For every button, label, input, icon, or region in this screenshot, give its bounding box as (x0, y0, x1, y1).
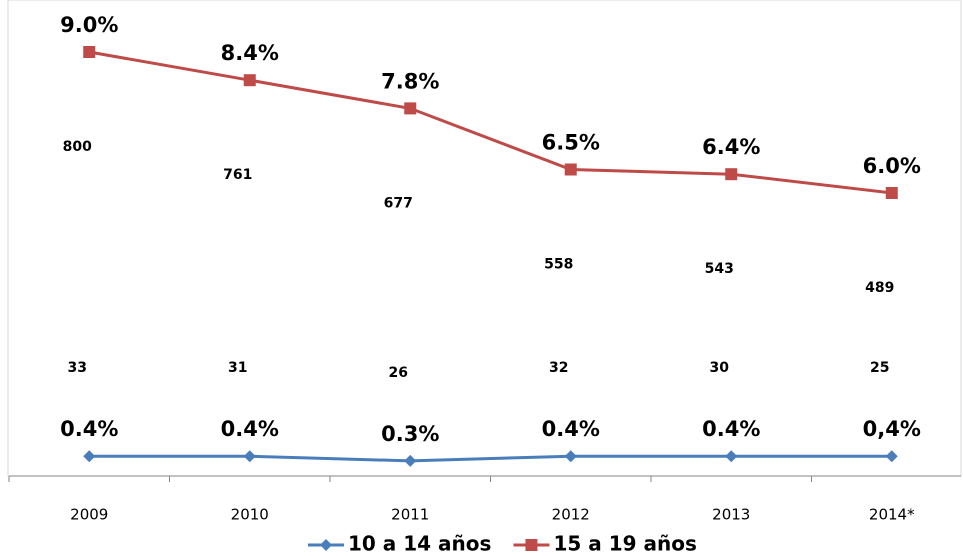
series-line (89, 454, 892, 463)
count-label: 543 (705, 261, 734, 277)
series-line (88, 50, 892, 195)
data-point (83, 450, 96, 463)
data-point (564, 163, 577, 176)
data-point (404, 454, 417, 467)
plot-frame (7, 0, 962, 477)
data-point (404, 102, 417, 115)
x-tick-label: 2012 (552, 506, 590, 524)
data-point (243, 450, 256, 463)
data-label: 9.0% (60, 13, 118, 37)
data-label: 6.0% (863, 154, 921, 178)
count-label: 30 (710, 360, 730, 376)
data-point (885, 187, 898, 199)
legend-label: 15 a 19 años (553, 532, 696, 556)
count-label: 558 (544, 257, 573, 273)
data-label: 6.5% (542, 131, 600, 155)
data-label: 0.4% (60, 417, 118, 441)
data-label: 0,4% (863, 417, 921, 441)
data-point (243, 74, 256, 87)
legend-marker (320, 539, 332, 551)
data-point (725, 168, 738, 181)
data-label: 0.4% (702, 417, 760, 441)
x-tick-label: 2010 (231, 506, 269, 524)
data-label: 0.4% (221, 417, 279, 441)
data-label: 7.8% (381, 69, 439, 93)
data-label: 6.4% (702, 135, 760, 159)
data-point (725, 450, 738, 463)
legend-label: 10 a 14 años (348, 532, 491, 556)
x-tick-label: 2013 (712, 506, 750, 524)
x-tick-label: 2009 (70, 506, 108, 524)
count-label: 26 (389, 365, 408, 381)
data-point (83, 46, 96, 58)
count-label: 489 (865, 280, 894, 296)
count-label: 761 (223, 167, 252, 183)
x-tick-label: 2011 (391, 506, 429, 524)
count-label: 677 (384, 195, 413, 211)
count-label: 32 (549, 360, 568, 376)
data-point (885, 450, 898, 463)
count-label: 800 (63, 139, 92, 155)
data-label: 0.3% (381, 422, 439, 446)
data-label: 8.4% (221, 41, 279, 65)
count-label: 31 (228, 360, 247, 376)
data-point (564, 450, 577, 463)
count-label: 33 (68, 360, 87, 376)
legend-marker (525, 539, 538, 551)
x-tick-label: 2014* (869, 506, 915, 524)
data-label: 0.4% (542, 417, 600, 441)
count-label: 25 (870, 360, 889, 376)
